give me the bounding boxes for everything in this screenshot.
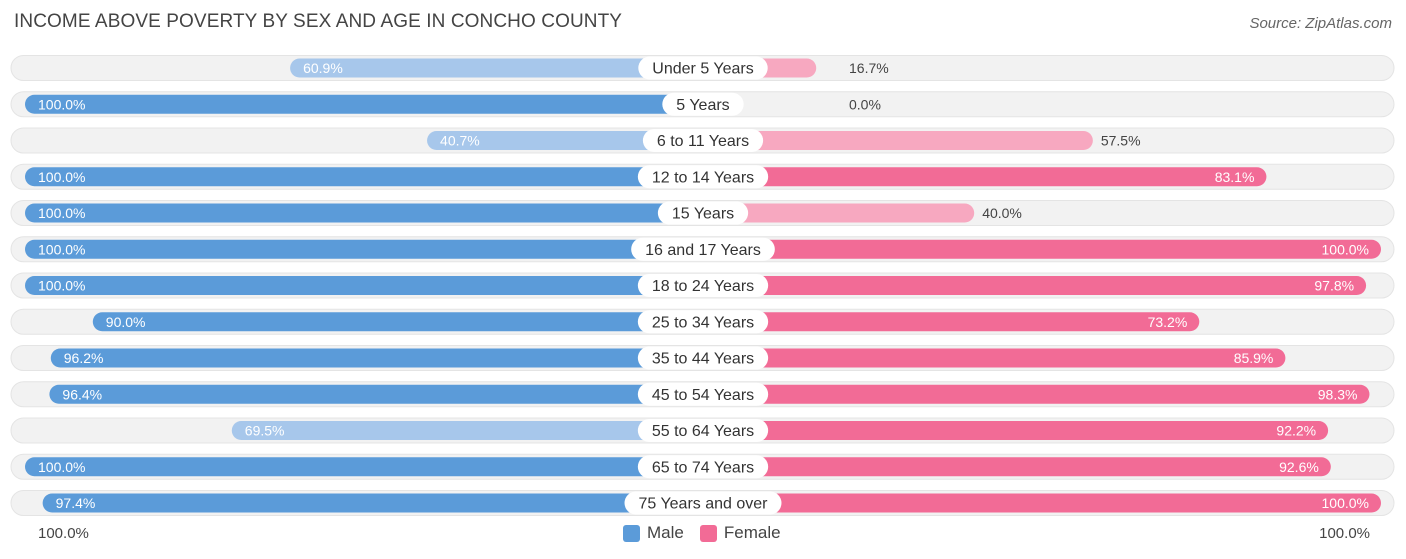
category-pill [637, 310, 769, 334]
legend-item-female[interactable]: Female [699, 523, 781, 543]
chart-title: INCOME ABOVE POVERTY BY SEX AND AGE IN C… [14, 11, 623, 32]
bar-female [703, 421, 1329, 440]
legend-label-male: Male [647, 523, 684, 542]
legend-swatch-male [623, 524, 640, 542]
bar-female [703, 457, 1331, 477]
bar-female [703, 493, 1381, 513]
category-label: 65 to 74 Years [652, 459, 754, 476]
category-label: 25 to 34 Years [652, 314, 754, 331]
value-label-male: 100.0% [38, 205, 85, 221]
category-label: 5 Years [676, 97, 729, 114]
bar-female [703, 312, 1200, 332]
value-label-male: 96.4% [62, 386, 102, 402]
bar-male [25, 94, 703, 114]
category-pill [662, 92, 744, 116]
bar-male [25, 457, 703, 477]
value-label-female: 100.0% [1322, 495, 1369, 511]
bar-male [427, 131, 703, 150]
bar-male [25, 167, 703, 187]
bar-female [703, 131, 1093, 150]
value-label-male: 100.0% [38, 241, 85, 257]
axis-right-label: 100.0% [1319, 525, 1370, 542]
bar-female [703, 239, 1381, 259]
value-label-female: 57.5% [1101, 133, 1141, 149]
bar-female [703, 203, 975, 223]
value-label-female: 85.9% [1234, 350, 1274, 366]
bar-male [231, 421, 704, 440]
legend-item-male[interactable]: Male [623, 523, 684, 543]
category-pill [637, 455, 769, 479]
bar-male [92, 312, 704, 332]
value-label-female: 40.0% [982, 205, 1022, 221]
category-pill [638, 56, 768, 80]
category-pill [637, 274, 769, 297]
axis-left-label: 100.0% [38, 525, 89, 542]
value-label-female: 73.2% [1148, 314, 1188, 330]
value-label-female: 83.1% [1215, 169, 1255, 185]
value-label-male: 100.0% [38, 459, 85, 475]
bar-female [703, 167, 1267, 187]
bar-female [703, 276, 1367, 295]
category-label: 6 to 11 Years [657, 133, 749, 150]
value-label-male: 90.0% [106, 314, 146, 330]
category-label: Under 5 Years [652, 61, 753, 78]
value-label-female: 92.6% [1279, 459, 1319, 475]
bar-male [49, 384, 703, 404]
value-label-female: 97.8% [1314, 278, 1354, 294]
legend-swatch-female [699, 524, 717, 542]
category-label: 45 to 54 Years [652, 387, 754, 404]
value-label-male: 100.0% [38, 169, 85, 185]
category-pill [657, 201, 749, 225]
bar-male [25, 276, 703, 295]
bar-male [290, 58, 703, 78]
value-label-female: 0.0% [849, 96, 881, 112]
value-label-female: 16.7% [849, 60, 889, 76]
bar-female [703, 348, 1286, 368]
bar-male [25, 239, 703, 259]
legend-label-female: Female [723, 523, 781, 542]
value-label-male: 100.0% [38, 96, 85, 112]
legend: Male Female [623, 523, 797, 543]
category-pill [631, 237, 775, 261]
category-label: 35 to 44 Years [652, 351, 754, 368]
bar-male [25, 203, 703, 223]
bar-male [42, 493, 704, 513]
category-label: 12 to 14 Years [652, 169, 754, 186]
category-label: 18 to 24 Years [652, 278, 754, 295]
category-label: 75 Years and over [639, 496, 769, 513]
source-label: Source: ZipAtlas.com [1249, 15, 1392, 32]
category-pill [637, 346, 769, 370]
category-label: 55 to 64 Years [652, 423, 754, 440]
value-label-male: 97.4% [56, 495, 96, 511]
value-label-male: 69.5% [245, 423, 285, 439]
category-pill [642, 129, 764, 152]
value-label-male: 100.0% [38, 278, 85, 294]
value-label-female: 100.0% [1322, 241, 1369, 257]
category-label: 16 and 17 Years [645, 242, 761, 259]
category-pill [637, 382, 769, 406]
bar-female [703, 384, 1370, 404]
value-label-male: 60.9% [303, 60, 343, 76]
bar-male [50, 348, 704, 368]
category-label: 15 Years [672, 206, 734, 223]
value-label-male: 40.7% [440, 133, 480, 149]
category-pill [624, 491, 782, 515]
value-label-male: 96.2% [64, 350, 104, 366]
category-pill [637, 419, 769, 442]
category-pill [637, 165, 769, 189]
value-label-female: 98.3% [1318, 386, 1358, 402]
value-label-female: 92.2% [1276, 423, 1316, 439]
